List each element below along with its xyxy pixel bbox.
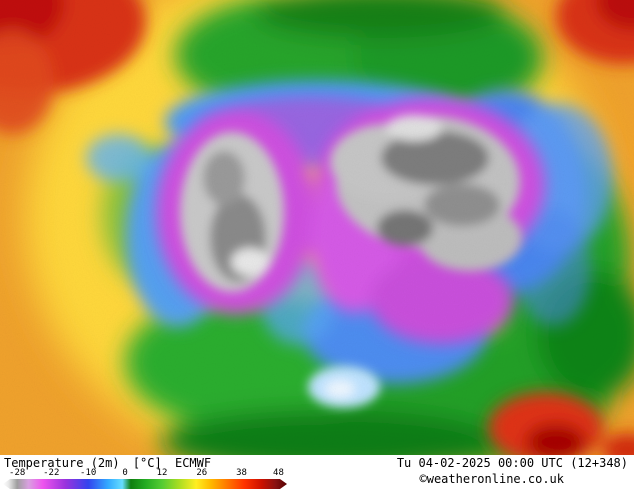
colorbar-tick: 38 <box>236 468 247 478</box>
colorbar-gradient <box>3 479 287 489</box>
legend-bar: Temperature (2m) [°C] ECMWF -28 -22 -10 … <box>0 455 634 490</box>
map-title-row: Temperature (2m) [°C] ECMWF <box>4 456 217 470</box>
timestamp: Tu 04-02-2025 00:00 UTC (12+348) <box>396 456 628 470</box>
colorbar-tick: 48 <box>273 468 284 478</box>
colorbar-tick: -10 <box>80 468 97 478</box>
footer-right: Tu 04-02-2025 00:00 UTC (12+348) ©weathe… <box>397 456 628 486</box>
colorbar-tick: -22 <box>43 468 60 478</box>
colorbar-tick: -28 <box>9 468 26 478</box>
map-canvas <box>0 0 634 455</box>
colorbar-tick: 0 <box>122 468 128 478</box>
grain-texture <box>0 0 634 455</box>
copyright: ©weatheronline.co.uk <box>419 472 565 486</box>
model-name: ECMWF <box>174 456 212 470</box>
colorbar-tick: 26 <box>196 468 208 478</box>
colorbar-tick: 12 <box>156 468 168 478</box>
temperature-map <box>0 0 634 455</box>
map-units: [°C] <box>132 456 162 470</box>
colorbar-ticks: -28 -22 -10 0 12 26 38 48 <box>3 468 287 478</box>
map-title: Temperature (2m) <box>4 456 120 470</box>
